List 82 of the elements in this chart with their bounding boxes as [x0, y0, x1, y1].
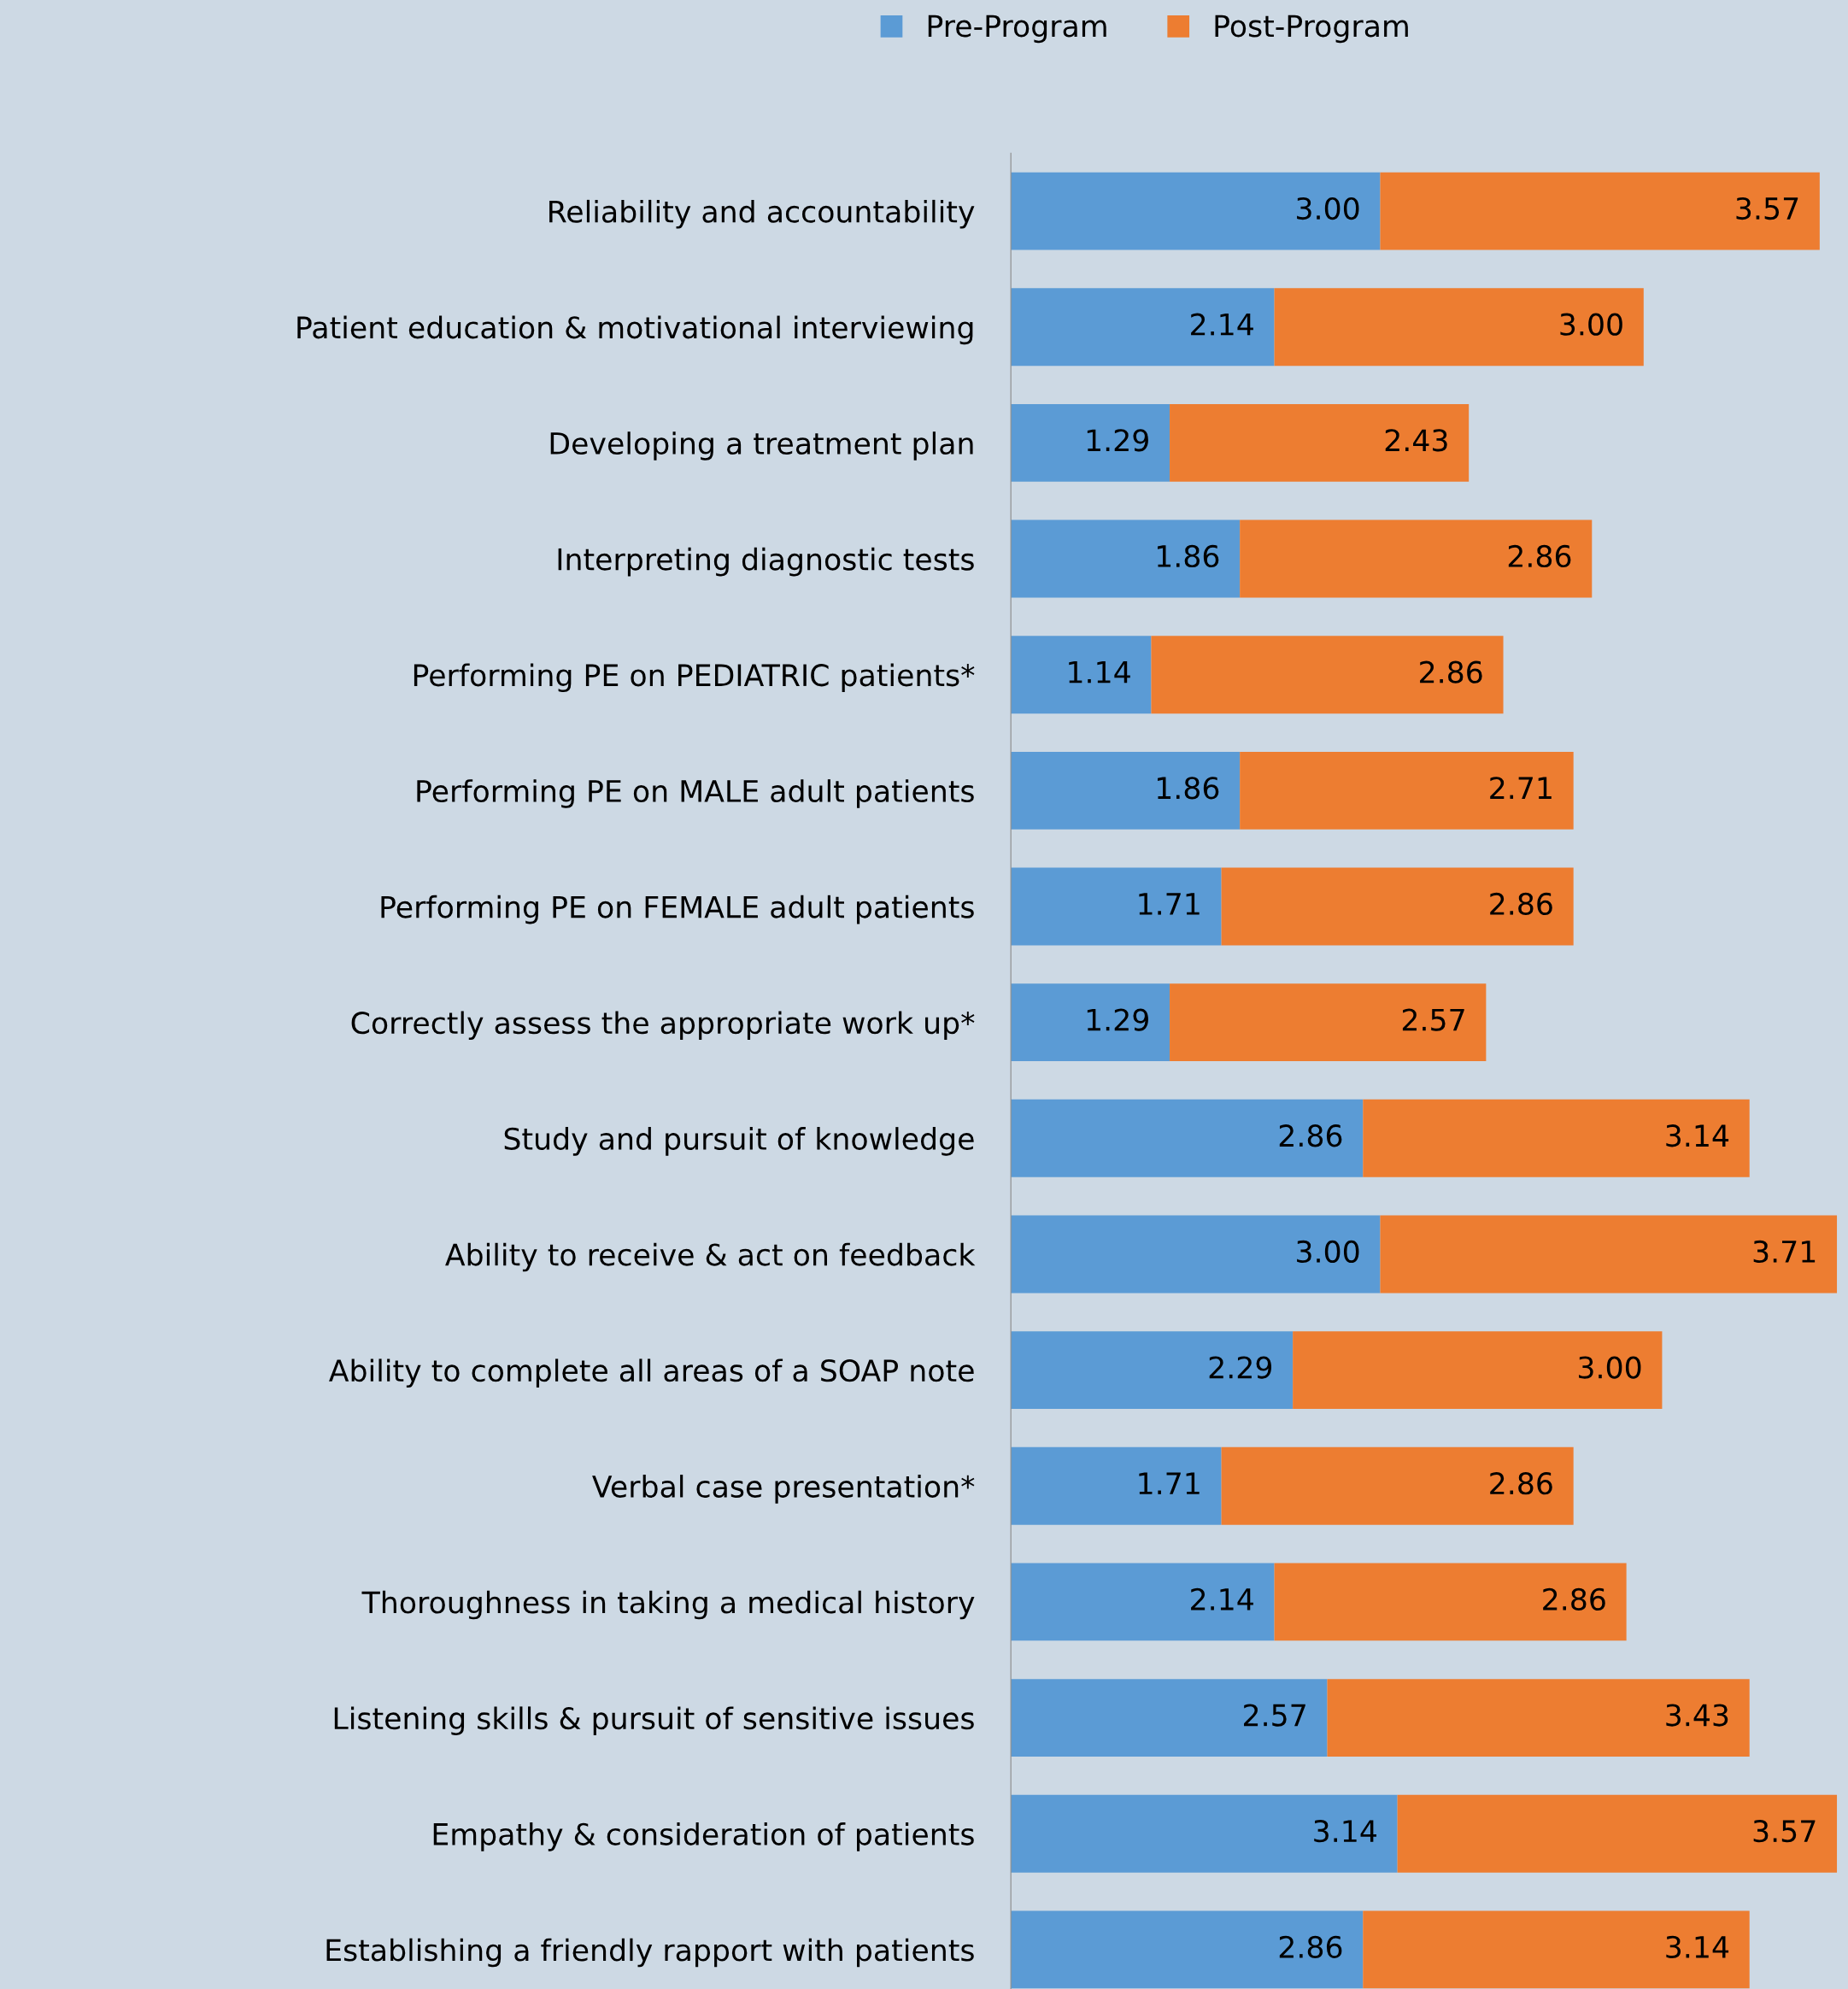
y-tick-label: Developing a treatment plan [550, 431, 973, 461]
bar [1011, 983, 1170, 1062]
data-label: 3.00 [1297, 197, 1359, 220]
y-tick-label: Listening skills & pursuit of sensitive issues [334, 1706, 974, 1735]
bar [1170, 403, 1470, 482]
data-label: 2.14 [1191, 1587, 1253, 1611]
data-label: 1.86 [1157, 544, 1219, 568]
bar [1397, 1794, 1838, 1873]
data-label: 2.86 [1420, 660, 1482, 684]
bar [1011, 751, 1241, 830]
bar [1221, 867, 1574, 946]
y-tick-label: Ability to receive & act on feedback [445, 1242, 976, 1272]
bar [1151, 636, 1504, 714]
data-label: 2.86 [1490, 892, 1552, 916]
y-tick-label: Study and pursuit of knowledge [504, 1127, 974, 1156]
data-label: 3.14 [1666, 1935, 1729, 1958]
y-tick-label: Correctly assess the appropriate work up* [351, 1011, 975, 1041]
data-label: 1.71 [1139, 893, 1200, 915]
bar [1363, 1099, 1750, 1177]
data-label: 3.57 [1736, 197, 1798, 220]
data-label: 3.14 [1314, 1820, 1376, 1843]
bar [1240, 751, 1574, 830]
data-label: 2.14 [1191, 313, 1253, 336]
data-label: 2.57 [1402, 1008, 1464, 1031]
y-tick-label: Performing PE on FEMALE adult patients [381, 895, 974, 924]
data-label: 1.29 [1087, 429, 1148, 452]
y-tick-label: Reliability and accountability [549, 199, 975, 229]
legend-label: Pre-Program [928, 15, 1106, 44]
bar [1011, 172, 1381, 250]
y-tick-label: Ability to complete all areas of a SOAP note [329, 1358, 974, 1388]
bar [1240, 519, 1593, 598]
data-label: 1.71 [1139, 1472, 1200, 1494]
data-label: 3.71 [1753, 1240, 1816, 1264]
bar [1363, 1910, 1750, 1989]
y-tick-label: Empathy & consideration of patients [433, 1822, 974, 1851]
y-tick-label: Establishing a friendly rapport with patients [326, 1938, 974, 1968]
data-label: 3.00 [1297, 1240, 1359, 1264]
data-label: 3.57 [1753, 1820, 1816, 1843]
bar [1011, 636, 1152, 714]
legend-label: Post-Program [1215, 15, 1408, 44]
bar [1011, 1563, 1275, 1641]
bar [1011, 1215, 1381, 1294]
bar [1011, 1794, 1398, 1873]
bar [1011, 403, 1170, 482]
data-label: 2.86 [1543, 1587, 1605, 1611]
bar [1011, 1679, 1328, 1757]
bar [1011, 288, 1275, 367]
data-label: 2.86 [1508, 544, 1571, 568]
data-label: 3.43 [1666, 1704, 1728, 1727]
data-label: 2.86 [1279, 1935, 1342, 1958]
data-label: 2.71 [1490, 777, 1552, 799]
bar [1293, 1331, 1663, 1410]
y-tick-label: Performing PE on PEDIATRIC patients* [414, 663, 975, 693]
y-tick-label: Patient education & motivational interviewing [297, 315, 973, 345]
bar [1011, 1331, 1294, 1410]
bar [1011, 1910, 1364, 1989]
data-label: 2.43 [1385, 429, 1447, 452]
y-tick-label: Thoroughness in taking a medical history [361, 1590, 975, 1620]
data-label: 3.00 [1579, 1356, 1641, 1379]
data-label: 3.14 [1666, 1124, 1729, 1147]
bar [1327, 1679, 1750, 1757]
data-label: 2.29 [1209, 1356, 1272, 1379]
data-label: 3.00 [1560, 313, 1622, 336]
bar [1011, 1099, 1364, 1177]
data-label: 2.57 [1244, 1704, 1305, 1727]
bar [1274, 288, 1644, 367]
data-label: 1.29 [1087, 1008, 1148, 1031]
bar [1274, 1563, 1627, 1641]
bar [1011, 867, 1222, 946]
data-label: 2.86 [1279, 1124, 1342, 1147]
bar [1011, 519, 1241, 598]
data-label: 1.14 [1069, 660, 1130, 684]
y-tick-label: Interpreting diagnostic tests [558, 547, 974, 577]
data-label: 2.86 [1490, 1472, 1552, 1495]
bar [1170, 983, 1487, 1062]
y-tick-label: Performing PE on MALE adult patients [417, 779, 974, 808]
data-label: 1.86 [1157, 777, 1219, 800]
bar [1221, 1446, 1574, 1525]
bar [1011, 1446, 1222, 1525]
bar [1380, 1215, 1838, 1294]
y-tick-label: Verbal case presentation* [592, 1475, 975, 1504]
bar [1380, 172, 1820, 250]
